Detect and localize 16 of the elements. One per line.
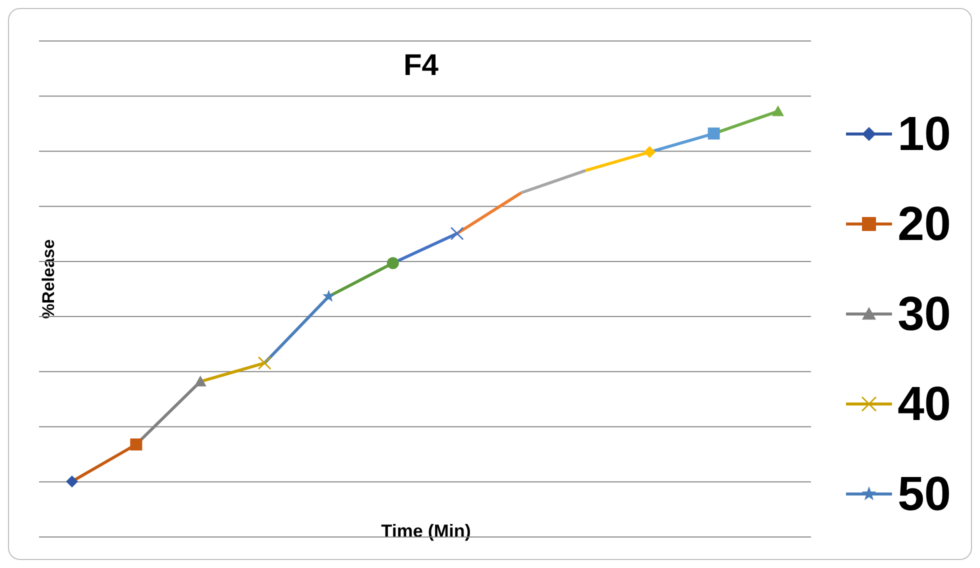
x-axis-title: Time (Min) bbox=[380, 521, 472, 542]
point bbox=[644, 146, 656, 158]
point bbox=[322, 290, 336, 302]
point bbox=[386, 257, 399, 270]
legend-label: 10 bbox=[898, 106, 951, 162]
legend-label: 50 bbox=[898, 466, 951, 522]
y-axis-title: %Release bbox=[39, 239, 59, 319]
point bbox=[66, 475, 78, 488]
point bbox=[708, 128, 720, 140]
point bbox=[450, 226, 464, 240]
legend-label: 30 bbox=[898, 286, 951, 342]
chart-title: F4 bbox=[402, 49, 440, 83]
point bbox=[258, 356, 272, 370]
point bbox=[130, 438, 142, 450]
legend-label: 40 bbox=[898, 376, 951, 432]
legend-label: 20 bbox=[898, 196, 951, 252]
